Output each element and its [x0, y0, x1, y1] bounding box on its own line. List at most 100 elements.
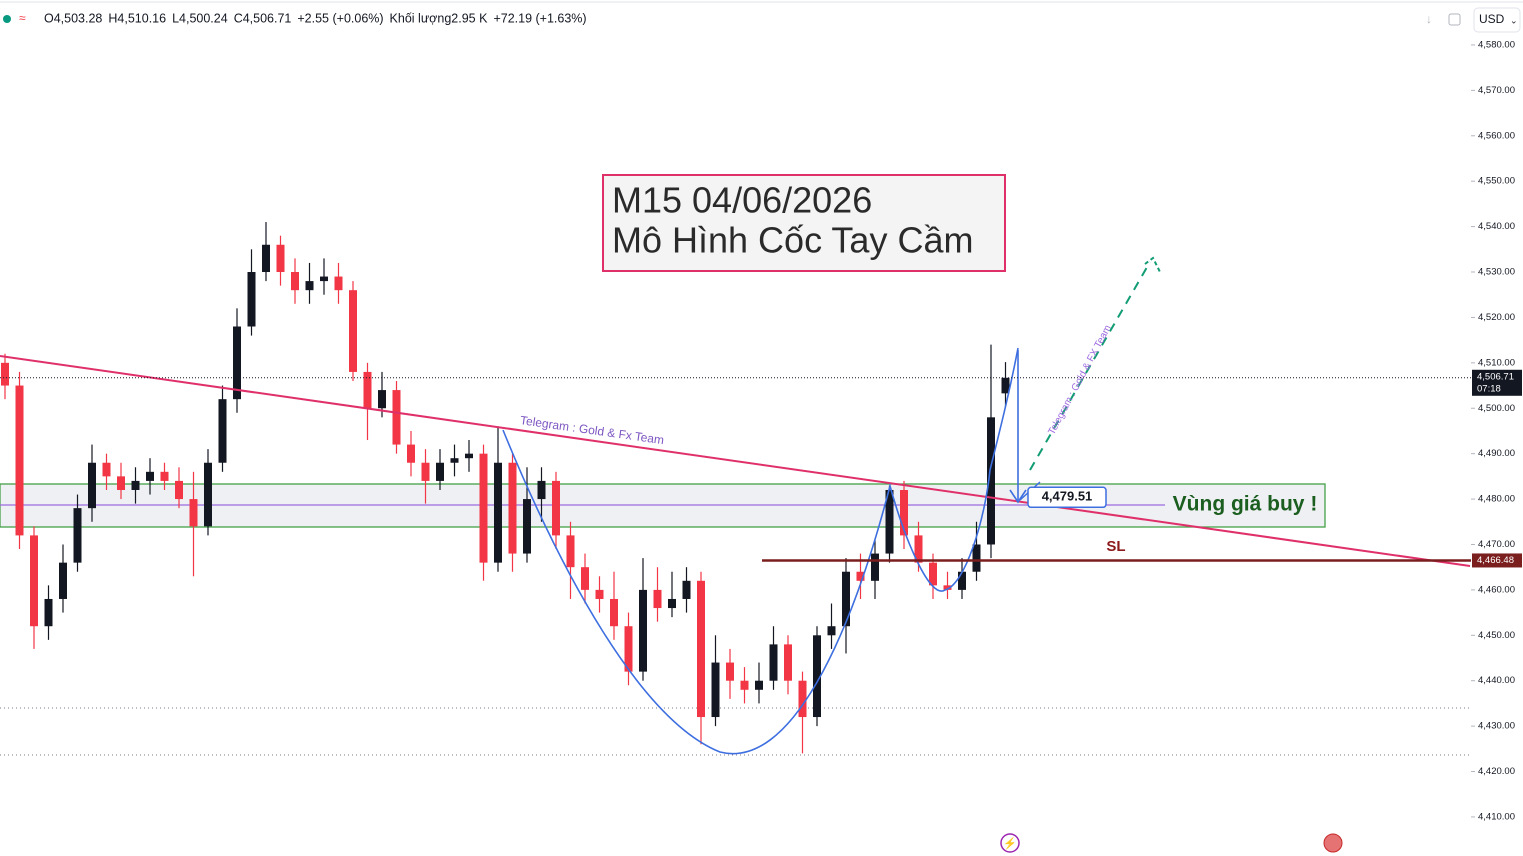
candle-body: [407, 444, 415, 463]
candle-body: [450, 458, 459, 463]
title-line: M15 04/06/2026: [612, 180, 872, 221]
legend: O4,503.28 H4,510.16 L4,500.24 C4,506.71 +2.5…: [44, 11, 587, 25]
down-icon[interactable]: ↓: [1426, 12, 1432, 26]
candle-body: [798, 680, 807, 718]
target-arrowhead: [1144, 256, 1161, 273]
candle-body: [131, 480, 140, 490]
y-tick-label: 4,450.00: [1478, 630, 1515, 641]
legend-item: +72.19 (+1.63%): [493, 11, 586, 25]
candle-body: [682, 580, 691, 599]
y-tick-label: 4,560.00: [1478, 130, 1515, 141]
sl-price-label: 4,466.48: [1477, 555, 1514, 566]
trendline: [0, 355, 1471, 567]
candle-body: [233, 326, 241, 400]
candle-body: [610, 598, 618, 627]
candle-body: [117, 476, 125, 490]
overlay: 4,479.51: [0, 377, 1471, 562]
y-tick-label: 4,550.00: [1478, 176, 1515, 187]
currency-caret: ⌄: [1510, 15, 1518, 25]
candle-body: [566, 535, 575, 568]
candle-body: [494, 462, 502, 563]
candle-body: [523, 499, 531, 554]
candle-body: [537, 480, 546, 500]
candle-body: [421, 462, 430, 481]
candle-body: [363, 371, 372, 409]
candle-body: [958, 571, 966, 590]
flag-icon[interactable]: [1323, 833, 1343, 853]
legend-item: H4,510.16: [108, 11, 166, 25]
candle-body: [73, 508, 82, 563]
candle-body: [189, 499, 198, 527]
candle-body: [247, 272, 256, 327]
candle-body: [160, 471, 169, 481]
candle-body: [827, 626, 836, 636]
y-tick-label: 4,530.00: [1478, 267, 1515, 278]
candle-body: [59, 562, 67, 599]
candle-body: [392, 390, 401, 445]
settings-icon[interactable]: [1448, 13, 1461, 26]
candle-body: [465, 453, 473, 459]
zone-label: Vùng giá buy !: [1173, 493, 1318, 516]
candle-body: [900, 489, 908, 536]
candle-body: [581, 567, 589, 590]
candle-body: [146, 471, 154, 481]
sl-price-tag: [1472, 553, 1522, 568]
candle-body: [508, 462, 517, 554]
candle-body: [769, 644, 778, 681]
y-tick-label: 4,500.00: [1478, 403, 1515, 414]
legend-item: O4,503.28: [44, 11, 102, 25]
y-tick-label: 4,540.00: [1478, 221, 1515, 232]
candle-body: [305, 281, 314, 291]
event-icon-glyph: ⚡: [1003, 837, 1017, 850]
candle-body: [349, 290, 357, 372]
candle-body: [943, 585, 952, 590]
candle-body: [740, 680, 749, 690]
candle-body: [653, 589, 662, 609]
candle-body: [276, 244, 285, 273]
candle-body: [204, 462, 212, 527]
status-dot: [3, 15, 11, 23]
candle-body: [334, 276, 343, 291]
cup-handle-curve: [502, 347, 1019, 755]
candle-body: [842, 571, 850, 627]
candle-body: [624, 626, 633, 672]
candle-body: [15, 385, 24, 536]
legend-item: C4,506.71: [234, 11, 292, 25]
indicator-icon: ≈: [19, 11, 26, 25]
y-tick-label: 4,430.00: [1478, 721, 1515, 732]
candle-body: [929, 562, 937, 586]
currency-button[interactable]: [1473, 7, 1521, 33]
candle-body: [30, 535, 38, 627]
current-price-label: 4,506.71: [1477, 371, 1514, 382]
y-tick-label: 4,520.00: [1478, 312, 1515, 323]
target-arrow: [1029, 261, 1151, 471]
target-tag-box: [1027, 486, 1107, 509]
y-tick-label: 4,470.00: [1478, 539, 1515, 550]
candle-body: [175, 480, 183, 500]
y-tick-label: 4,490.00: [1478, 448, 1515, 459]
candle-body: [320, 276, 328, 282]
candle-body: [668, 598, 676, 609]
y-tick-label: 4,420.00: [1478, 766, 1515, 777]
y-tick-label: 4,410.00: [1478, 811, 1515, 822]
candle-body: [1001, 377, 1010, 394]
candle-body: [885, 489, 894, 554]
candle-body: [755, 680, 763, 690]
candle-body: [291, 272, 299, 291]
title-box: [602, 174, 1006, 272]
candle-body: [856, 571, 865, 581]
candle-body: [479, 453, 488, 563]
legend-item: +2.55 (+0.06%): [297, 11, 383, 25]
candle-body: [871, 553, 879, 581]
y-tick-label: 4,580.00: [1478, 39, 1515, 50]
candle-body: [552, 480, 560, 536]
price-axis: [1471, 36, 1523, 856]
candle-body: [987, 417, 995, 545]
candle-body: [595, 589, 604, 599]
candle-body: [972, 544, 981, 572]
event-icon[interactable]: [1000, 833, 1020, 853]
